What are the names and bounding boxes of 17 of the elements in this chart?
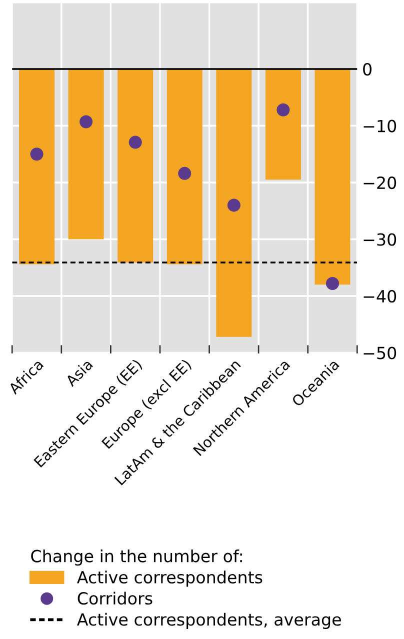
y-tick-label: −30 [364,233,396,246]
point [326,277,339,290]
point [276,103,290,116]
y-tick-label: −20 [364,176,396,190]
y-tick-label: −40 [364,290,396,303]
legend-label: Active correspondents, average [76,612,341,629]
legend-label: Corridors [78,592,152,605]
y-tick-label: 0 [363,62,372,76]
legend-label: Active correspondents [76,570,262,587]
point [178,166,192,180]
point [128,136,142,149]
point [30,148,44,161]
y-tick-label: −10 [364,120,396,132]
legend-title: Change in the number of: [31,549,242,566]
y-tick-label: −50 [364,346,396,360]
point [80,115,93,128]
point [227,198,240,212]
